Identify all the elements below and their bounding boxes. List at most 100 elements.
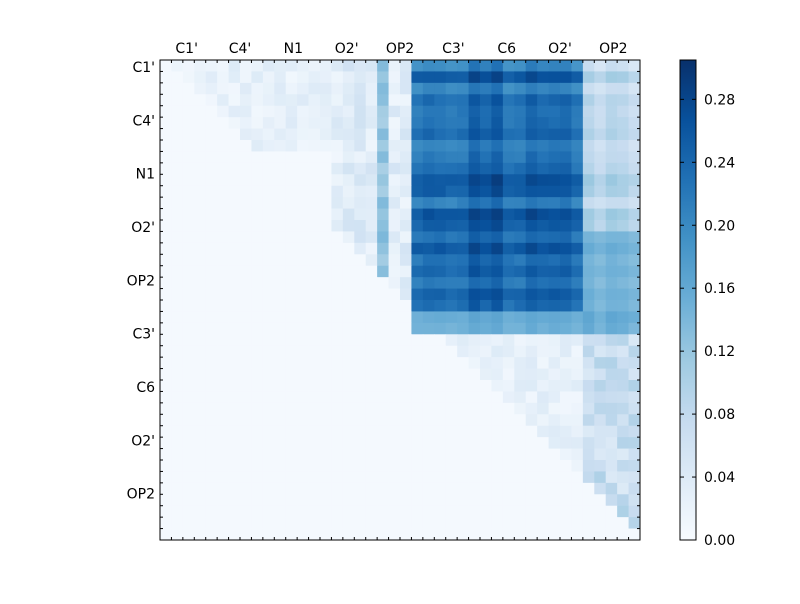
heatmap-cell	[628, 277, 641, 289]
heatmap-cell	[445, 140, 458, 152]
heatmap-cell	[365, 140, 378, 152]
heatmap-cell	[171, 528, 184, 541]
heatmap-cell	[262, 71, 275, 84]
heatmap-cell	[491, 460, 504, 472]
heatmap-cell	[434, 425, 447, 438]
heatmap-cell	[228, 368, 241, 381]
heatmap-cell	[457, 197, 469, 209]
heatmap-cell	[548, 460, 561, 472]
heatmap-cell	[502, 60, 515, 72]
heatmap-cell	[400, 231, 412, 244]
heatmap-cell	[445, 71, 458, 84]
heatmap-cell	[205, 94, 218, 107]
heatmap-cell	[240, 174, 252, 187]
heatmap-cell	[365, 414, 378, 427]
heatmap-cell	[331, 414, 344, 427]
x-tick-label: N1	[284, 41, 303, 57]
heatmap-cell	[285, 174, 298, 187]
heatmap-cell	[240, 288, 252, 301]
heatmap-cell	[331, 460, 344, 472]
heatmap-cell	[194, 94, 207, 107]
heatmap-cell	[160, 402, 172, 415]
heatmap-cell	[480, 71, 492, 84]
heatmap-cell	[297, 277, 309, 289]
heatmap-cell	[502, 254, 515, 267]
heatmap-cell	[240, 300, 252, 312]
heatmap-cell	[308, 391, 321, 404]
heatmap-cell	[514, 185, 527, 198]
heatmap-cell	[217, 437, 229, 449]
heatmap-cell	[194, 494, 207, 507]
heatmap-cell	[388, 128, 401, 141]
heatmap-cell	[445, 162, 458, 175]
heatmap-cell	[445, 94, 458, 107]
heatmap-cell	[354, 368, 367, 381]
heatmap-cell	[377, 380, 389, 392]
heatmap-cell	[342, 174, 355, 187]
heatmap-cell	[617, 128, 629, 141]
heatmap-cell	[548, 82, 561, 95]
heatmap-cell	[468, 82, 481, 95]
heatmap-cell	[480, 437, 492, 449]
heatmap-cell	[605, 185, 618, 198]
heatmap-cell	[502, 82, 515, 95]
heatmap-cell	[537, 288, 549, 301]
heatmap-cell	[320, 357, 332, 369]
heatmap-cell	[388, 105, 401, 118]
heatmap-cell	[617, 471, 629, 484]
heatmap-cell	[628, 300, 641, 312]
heatmap-cell	[217, 71, 229, 84]
heatmap-cell	[388, 197, 401, 209]
heatmap-cell	[240, 128, 252, 141]
heatmap-cell	[525, 380, 538, 392]
heatmap-cell	[354, 437, 367, 449]
heatmap-cell	[548, 140, 561, 152]
heatmap-cell	[194, 162, 207, 175]
heatmap-cell	[480, 94, 492, 107]
heatmap-cell	[491, 231, 504, 244]
heatmap-cell	[217, 231, 229, 244]
heatmap-cell	[274, 288, 287, 301]
heatmap-cell	[274, 220, 287, 232]
heatmap-cell	[411, 220, 424, 232]
heatmap-cell	[160, 231, 172, 244]
heatmap-cell	[342, 471, 355, 484]
heatmap-cell	[377, 460, 389, 472]
heatmap-cell	[354, 528, 367, 541]
heatmap-cell	[285, 288, 298, 301]
heatmap-cell	[274, 471, 287, 484]
heatmap-cell	[468, 174, 481, 187]
heatmap-cell	[274, 357, 287, 369]
heatmap-cell	[548, 174, 561, 187]
heatmap-cell	[628, 254, 641, 267]
heatmap-cell	[354, 231, 367, 244]
heatmap-cell	[480, 185, 492, 198]
heatmap-cell	[331, 185, 344, 198]
heatmap-cell	[274, 94, 287, 107]
heatmap-cell	[228, 437, 241, 449]
heatmap-cell	[228, 334, 241, 347]
heatmap-cell	[194, 128, 207, 141]
heatmap-cell	[354, 357, 367, 369]
heatmap-cell	[422, 151, 435, 164]
heatmap-cell	[160, 105, 172, 118]
heatmap-cell	[468, 437, 481, 449]
heatmap-cell	[537, 357, 549, 369]
heatmap-cell	[411, 242, 424, 255]
heatmap-cell	[182, 300, 195, 312]
heatmap-cell	[400, 322, 412, 335]
heatmap-cell	[617, 334, 629, 347]
heatmap-cell	[628, 140, 641, 152]
heatmap-cell	[251, 162, 264, 175]
heatmap-cell	[582, 482, 595, 495]
heatmap-cell	[320, 277, 332, 289]
heatmap-cell	[251, 460, 264, 472]
heatmap-cell	[217, 334, 229, 347]
heatmap-cell	[342, 414, 355, 427]
heatmap-cell	[320, 162, 332, 175]
heatmap-cell	[194, 242, 207, 255]
heatmap-cell	[571, 391, 584, 404]
heatmap-cell	[388, 277, 401, 289]
heatmap-cell	[251, 105, 264, 118]
heatmap-cell	[342, 402, 355, 415]
